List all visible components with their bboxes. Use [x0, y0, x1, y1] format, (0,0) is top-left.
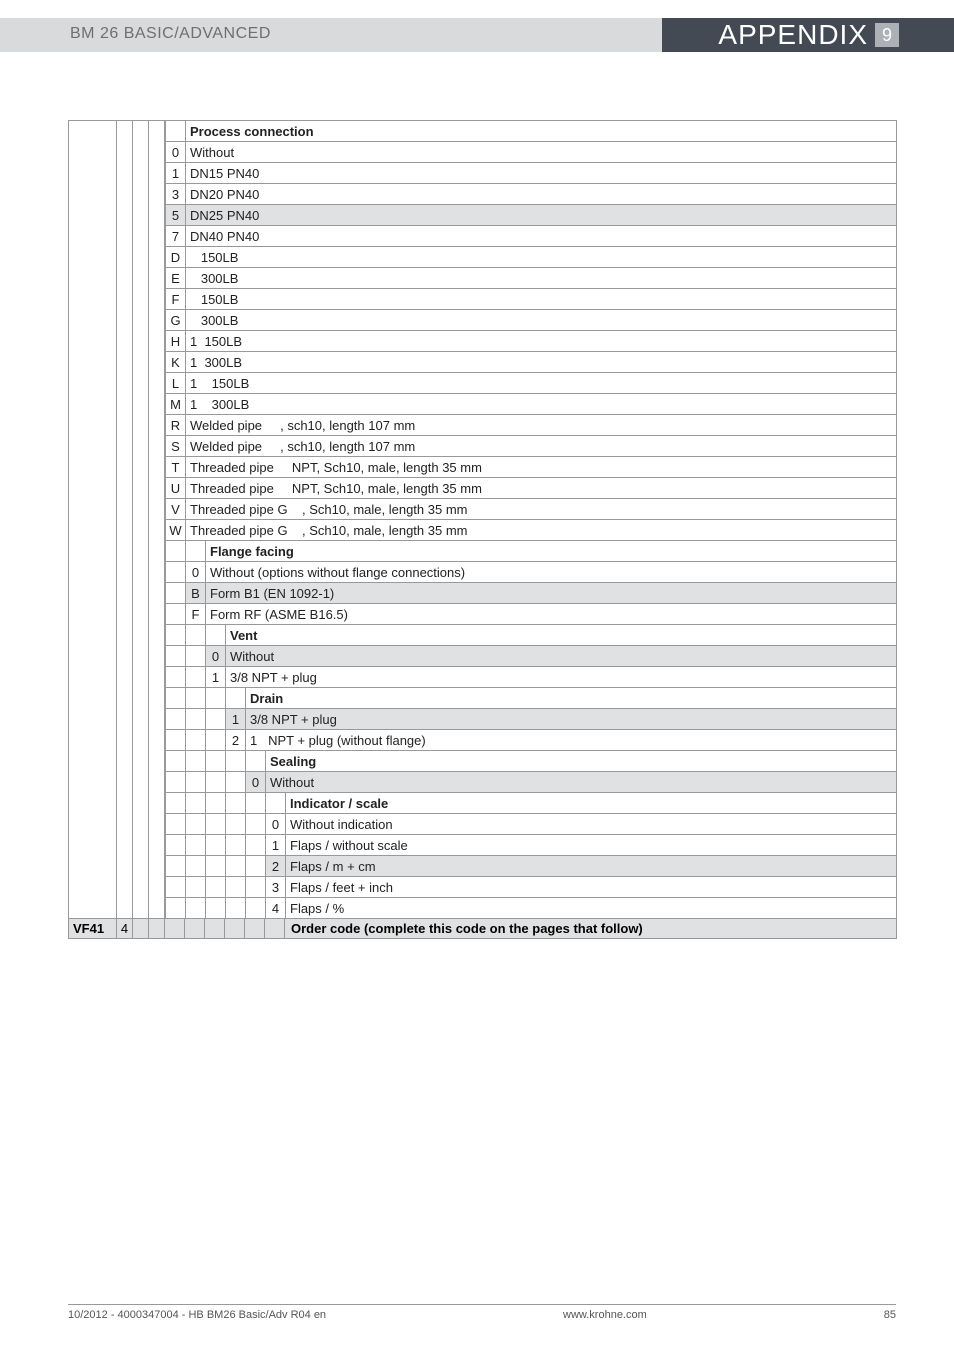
- model-code-row: [68, 120, 165, 919]
- pc-label: DN40 PN40: [186, 226, 897, 246]
- is-label: Flaps / feet + inch: [286, 877, 897, 897]
- pc-label: Threaded pipe G , Sch10, male, length 35…: [186, 499, 897, 519]
- is-code: 1: [266, 835, 286, 855]
- section-title: APPENDIX: [718, 18, 868, 52]
- is-label: Flaps / m + cm: [286, 856, 897, 876]
- pc-code: U: [166, 478, 186, 498]
- pc-code: V: [166, 499, 186, 519]
- pc-code: E: [166, 268, 186, 288]
- model-pos2: 4: [117, 919, 133, 938]
- pc-code: F: [166, 289, 186, 309]
- pc-label: Without: [186, 142, 897, 162]
- pc-label: Threaded pipe G , Sch10, male, length 35…: [186, 520, 897, 540]
- vent-code: 0: [206, 646, 226, 666]
- is-label: Flaps / without scale: [286, 835, 897, 855]
- pc-label: 300LB: [186, 310, 897, 330]
- pc-code: K: [166, 352, 186, 372]
- pc-code: R: [166, 415, 186, 435]
- order-code-footer: Order code (complete this code on the pa…: [285, 919, 897, 938]
- pc-label: 1 150LB: [186, 331, 897, 351]
- ff-code: B: [186, 583, 206, 603]
- pc-label: 150LB: [186, 289, 897, 309]
- drain-label: 3/8 NPT + plug: [246, 709, 897, 729]
- sealing-header: Sealing: [266, 751, 897, 771]
- ff-label: Form RF (ASME B16.5): [206, 604, 897, 624]
- pc-label: 1 300LB: [186, 352, 897, 372]
- pc-label: 1 150LB: [186, 373, 897, 393]
- vent-label: Without: [226, 646, 897, 666]
- page-footer: 10/2012 - 4000347004 - HB BM26 Basic/Adv…: [68, 1304, 896, 1321]
- pc-label: DN25 PN40: [186, 205, 897, 225]
- pc-code: M: [166, 394, 186, 414]
- is-label: Flaps / %: [286, 898, 897, 918]
- pc-label: Threaded pipe NPT, Sch10, male, length 3…: [186, 478, 897, 498]
- pc-code: L: [166, 373, 186, 393]
- chapter-number: 9: [875, 23, 899, 47]
- pc-label: 300LB: [186, 268, 897, 288]
- pc-code: D: [166, 247, 186, 267]
- pc-label: DN15 PN40: [186, 163, 897, 183]
- ff-code: F: [186, 604, 206, 624]
- process-connection-header: Process connection: [186, 121, 897, 141]
- model-code: VF41: [69, 919, 117, 938]
- is-code: 2: [266, 856, 286, 876]
- pc-code: T: [166, 457, 186, 477]
- pc-code: 5: [166, 205, 186, 225]
- pc-label: DN20 PN40: [186, 184, 897, 204]
- pc-label: Welded pipe , sch10, length 107 mm: [186, 415, 897, 435]
- drain-header: Drain: [246, 688, 897, 708]
- pc-code: S: [166, 436, 186, 456]
- sealing-label: Without: [266, 772, 897, 792]
- drain-code: 2: [226, 730, 246, 750]
- is-code: 4: [266, 898, 286, 918]
- ff-label: Without (options without flange connecti…: [206, 562, 897, 582]
- pc-code: 1: [166, 163, 186, 183]
- pc-label: Welded pipe , sch10, length 107 mm: [186, 436, 897, 456]
- footer-left: 10/2012 - 4000347004 - HB BM26 Basic/Adv…: [68, 1309, 326, 1321]
- footer-center: www.krohne.com: [563, 1309, 647, 1321]
- order-code-table: Process connection 0Without 1DN15 PN40 3…: [165, 120, 897, 919]
- drain-code: 1: [226, 709, 246, 729]
- vent-code: 1: [206, 667, 226, 687]
- ff-code: 0: [186, 562, 206, 582]
- pc-code: G: [166, 310, 186, 330]
- sealing-code: 0: [246, 772, 266, 792]
- pc-code: 3: [166, 184, 186, 204]
- pc-code: W: [166, 520, 186, 540]
- vent-label: 3/8 NPT + plug: [226, 667, 897, 687]
- product-title: BM 26 BASIC/ADVANCED: [70, 25, 271, 43]
- header-bar: BM 26 BASIC/ADVANCED APPENDIX 9: [0, 18, 954, 52]
- pc-code: 7: [166, 226, 186, 246]
- ff-label: Form B1 (EN 1092-1): [206, 583, 897, 603]
- pc-label: 150LB: [186, 247, 897, 267]
- vent-header: Vent: [226, 625, 897, 645]
- is-code: 3: [266, 877, 286, 897]
- pc-code: H: [166, 331, 186, 351]
- pc-label: Threaded pipe NPT, Sch10, male, length 3…: [186, 457, 897, 477]
- drain-label: 1 NPT + plug (without flange): [246, 730, 897, 750]
- indicator-scale-header: Indicator / scale: [286, 793, 897, 813]
- footer-right: 85: [884, 1309, 896, 1321]
- is-label: Without indication: [286, 814, 897, 834]
- model-code-footer-row: VF41 4 Order code (complete this code on…: [68, 919, 897, 939]
- pc-label: 1 300LB: [186, 394, 897, 414]
- pc-code: 0: [166, 142, 186, 162]
- flange-facing-header: Flange facing: [206, 541, 897, 561]
- is-code: 0: [266, 814, 286, 834]
